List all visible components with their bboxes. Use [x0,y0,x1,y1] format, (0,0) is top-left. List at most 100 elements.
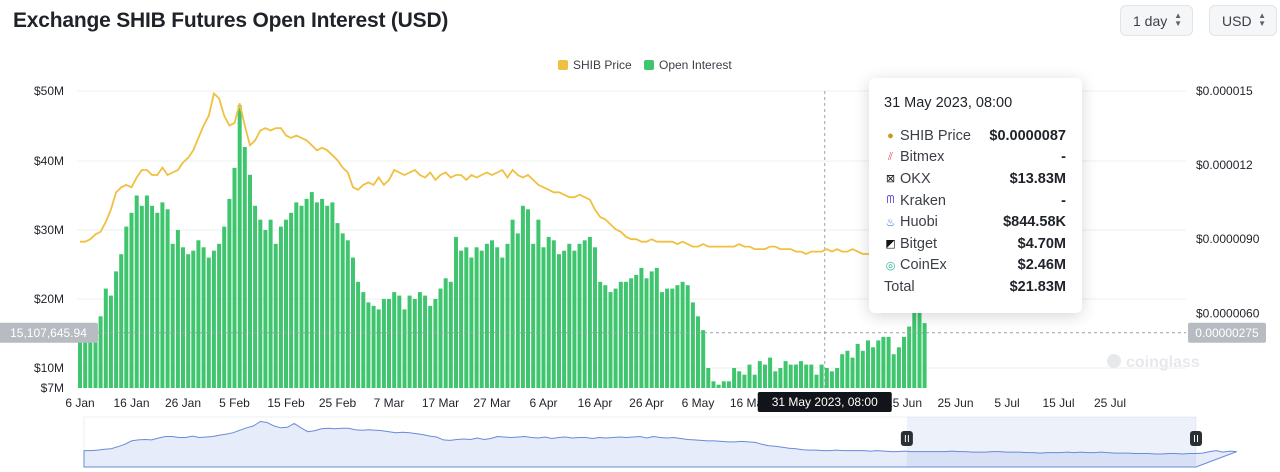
tooltip-row-value: - [1061,149,1066,166]
open-interest-bar [206,257,211,388]
tooltip-row-value: $13.83M [1009,170,1066,187]
open-interest-bar [577,243,582,388]
open-interest-bar [732,368,737,388]
open-interest-bar [387,299,391,388]
range-navigator[interactable] [83,416,1237,468]
open-interest-bar [443,278,448,388]
shib-price-line [80,91,956,261]
open-interest-bar [165,209,170,388]
open-interest-bar [155,212,160,389]
open-interest-bar [119,254,124,388]
y-left-tick-label: $40M [34,154,64,168]
open-interest-bar [510,219,515,388]
x-tick-label: 5 Feb [219,396,250,410]
open-interest-bar [536,219,541,388]
open-interest-bar [325,205,330,388]
open-interest-bar [922,323,927,388]
open-interest-bar [665,288,670,388]
open-interest-bar [747,364,752,388]
x-tick-label: 15 Feb [267,396,305,410]
open-interest-bar [186,254,191,388]
navigator-series [83,420,1237,468]
open-interest-bar [278,226,283,388]
open-interest-bar [78,340,82,388]
tooltip-row-value: $4.70M [1017,235,1066,252]
open-interest-bar [660,292,664,388]
legend-swatch [558,60,568,70]
kraken-icon: ᗰ [886,194,895,207]
open-interest-bar [366,302,371,388]
y-right-tick-label: $0.0000060 [1196,306,1260,320]
open-interest-bar [829,371,834,388]
y-axis-right: $0.0000060 $0.0000090 $0.000012 $0.000015 [1196,84,1260,320]
chart-legend[interactable]: SHIB Price Open Interest [558,58,732,72]
svg-text:31 May 2023, 08:00: 31 May 2023, 08:00 [772,395,878,409]
legend-label: Open Interest [659,58,732,72]
open-interest-bar [582,240,587,388]
open-interest-bar [433,299,438,388]
open-interest-bar [912,292,917,388]
open-interest-bar [572,250,577,388]
open-interest-bar [253,205,258,388]
open-interest-bar [768,357,773,388]
open-interest-bar [175,230,180,388]
interval-select[interactable]: 1 day ▲ ▼ [1120,5,1193,36]
open-interest-bar [248,174,252,388]
tooltip-row-value: $0.0000087 [989,127,1066,144]
open-interest-bar [268,219,273,388]
open-interest-bar [304,198,309,388]
open-interest-bar [284,219,288,388]
open-interest-bar [98,316,103,389]
open-interest-bar [608,292,613,388]
coin-icon: ● [887,129,894,142]
open-interest-bar [361,292,366,388]
navigator-handle [900,431,913,446]
tooltip-total-row: Total $21.83M [884,276,1066,298]
open-interest-bar [531,243,536,388]
open-interest-bar [232,167,237,388]
x-tick-label: 25 Jul [1094,396,1126,410]
open-interest-bar [222,226,227,388]
x-tick-label: 7 Mar [374,396,405,410]
open-interest-bar [150,205,155,388]
open-interest-bar [546,236,551,388]
open-interest-bar [850,357,855,388]
open-interest-bar [593,247,597,389]
open-interest-bar [886,336,891,388]
open-interest-bar [459,250,464,388]
open-interest-bar [814,374,819,388]
open-interest-bar [737,371,742,388]
x-tick-label: 15 Jul [1042,396,1074,410]
crosshair-x-label: 31 May 2023, 08:00 [757,392,892,412]
x-tick-label: 16 Jan [113,396,149,410]
open-interest-bar [804,364,809,388]
currency-select[interactable]: USD ▲ ▼ [1209,5,1277,36]
x-tick-label: 25 Feb [319,396,357,410]
svg-text:15,107,645.94: 15,107,645.94 [10,326,87,340]
open-interest-bar [273,243,278,388]
x-tick-label: 6 Apr [529,396,557,410]
open-interest-bar [629,278,634,388]
tooltip-row-label: Kraken [900,192,946,209]
coinex-icon: ◎ [885,259,896,272]
open-interest-bar [417,292,422,388]
open-interest-bar [866,340,870,388]
tooltip-row-label: CoinEx [900,257,947,274]
open-interest-bar [618,281,623,389]
open-interest-bar [438,288,443,388]
open-interest-bar [788,364,793,388]
open-interest-bar [706,368,711,388]
open-interest-bar [129,212,134,389]
tooltip-date: 31 May 2023, 08:00 [884,95,1013,111]
open-interest-bar [701,330,706,388]
open-interest-bar [479,250,484,388]
open-interest-bar [500,257,505,388]
tooltip-row-label: OKX [900,170,931,187]
open-interest-bar [860,350,865,389]
open-interest-bar [423,295,428,388]
updown-chevron-icon: ▲ ▼ [1258,11,1266,28]
x-tick-label: 16 Apr [578,396,613,410]
open-interest-bar [902,336,906,388]
open-interest-bar [237,105,242,388]
